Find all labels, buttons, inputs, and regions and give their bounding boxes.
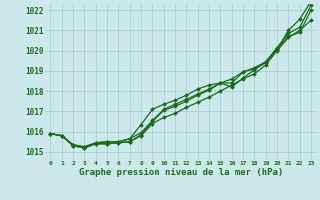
X-axis label: Graphe pression niveau de la mer (hPa): Graphe pression niveau de la mer (hPa) [79, 168, 283, 177]
